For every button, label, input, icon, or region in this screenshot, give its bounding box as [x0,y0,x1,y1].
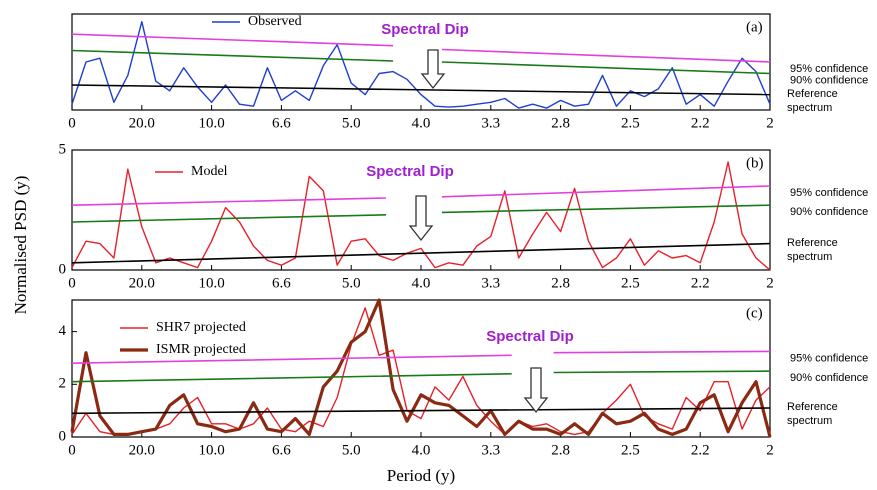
legend-label: Model [191,164,228,179]
series-line [71,161,771,271]
x-tick-label: 5.0 [342,115,361,131]
x-tick-label: 4.0 [412,115,431,131]
x-tick-label: 4.0 [412,442,431,458]
series-line [71,350,771,364]
y-axis-label: Normalised PSD (y) [11,176,30,315]
panel-label: (c) [746,305,763,321]
y-tick-label: 2 [59,376,67,392]
series-label: 90% confidence [790,206,868,218]
x-tick-label: 2.8 [551,442,570,458]
legend-label: SHR7 projected [156,320,246,335]
panel-label: (a) [746,19,763,35]
x-tick-label: 2.8 [551,275,570,291]
series-label: 95% confidence [790,352,868,364]
x-tick-label: 0 [68,115,76,131]
dip-arrow [408,195,434,242]
x-tick-label: 6.6 [272,442,291,458]
legend-label: Observed [248,14,302,29]
x-tick-label: 2.2 [691,442,710,458]
series-label: 90% confidence [790,372,868,384]
series-label: Reference spectrum [787,87,838,114]
x-tick-label: 2.8 [551,115,570,131]
series-line [71,33,771,63]
x-tick-label: 2.5 [621,115,640,131]
x-tick-label: 5.0 [342,442,361,458]
series-line [71,84,771,96]
x-tick-label: 4.0 [412,275,431,291]
x-tick-label: 10.0 [198,115,224,131]
panel-label: (b) [746,155,764,171]
x-tick-label: 5.0 [342,275,361,291]
legend-label: ISMR projected [156,342,246,357]
series-line [71,185,771,206]
x-tick-label: 20.0 [129,442,155,458]
x-axis-label: Period (y) [387,466,455,485]
series-line [71,49,771,75]
y-tick-label: 0 [59,428,67,444]
x-tick-label: 3.3 [481,442,500,458]
annotation: Spectral Dip [366,163,454,180]
x-tick-label: 20.0 [129,115,155,131]
x-tick-label: 10.0 [198,442,224,458]
x-tick-label: 2 [766,275,774,291]
annotation: Spectral Dip [381,21,469,38]
x-tick-label: 3.3 [481,115,500,131]
series-line [71,407,771,415]
series-line [71,242,771,264]
series-label: Reference spectrum [787,401,838,428]
x-tick-label: 2.2 [691,115,710,131]
series-line [71,370,771,383]
dip-arrow [420,49,446,90]
series-label: 95% confidence [790,63,868,75]
x-tick-label: 10.0 [198,275,224,291]
x-tick-label: 2.5 [621,442,640,458]
x-tick-label: 2 [766,442,774,458]
x-tick-label: 2.5 [621,275,640,291]
series-line [70,298,772,438]
annotation: Spectral Dip [486,328,574,345]
x-tick-label: 3.3 [481,275,500,291]
x-tick-label: 0 [68,275,76,291]
x-tick-label: 0 [68,442,76,458]
x-tick-label: 6.6 [272,115,291,131]
x-tick-label: 6.6 [272,275,291,291]
x-tick-label: 2.2 [691,275,710,291]
dip-arrow [523,367,549,414]
series-label: 90% confidence [790,74,868,86]
series-label: Reference spectrum [787,236,838,263]
series-label: 95% confidence [790,187,868,199]
y-tick-label: 0 [59,261,67,277]
series-line [71,204,771,223]
y-tick-label: 5 [59,141,67,157]
series-line [71,21,771,109]
y-tick-label: 4 [59,323,67,339]
x-tick-label: 2 [766,115,774,131]
x-tick-label: 20.0 [129,275,155,291]
